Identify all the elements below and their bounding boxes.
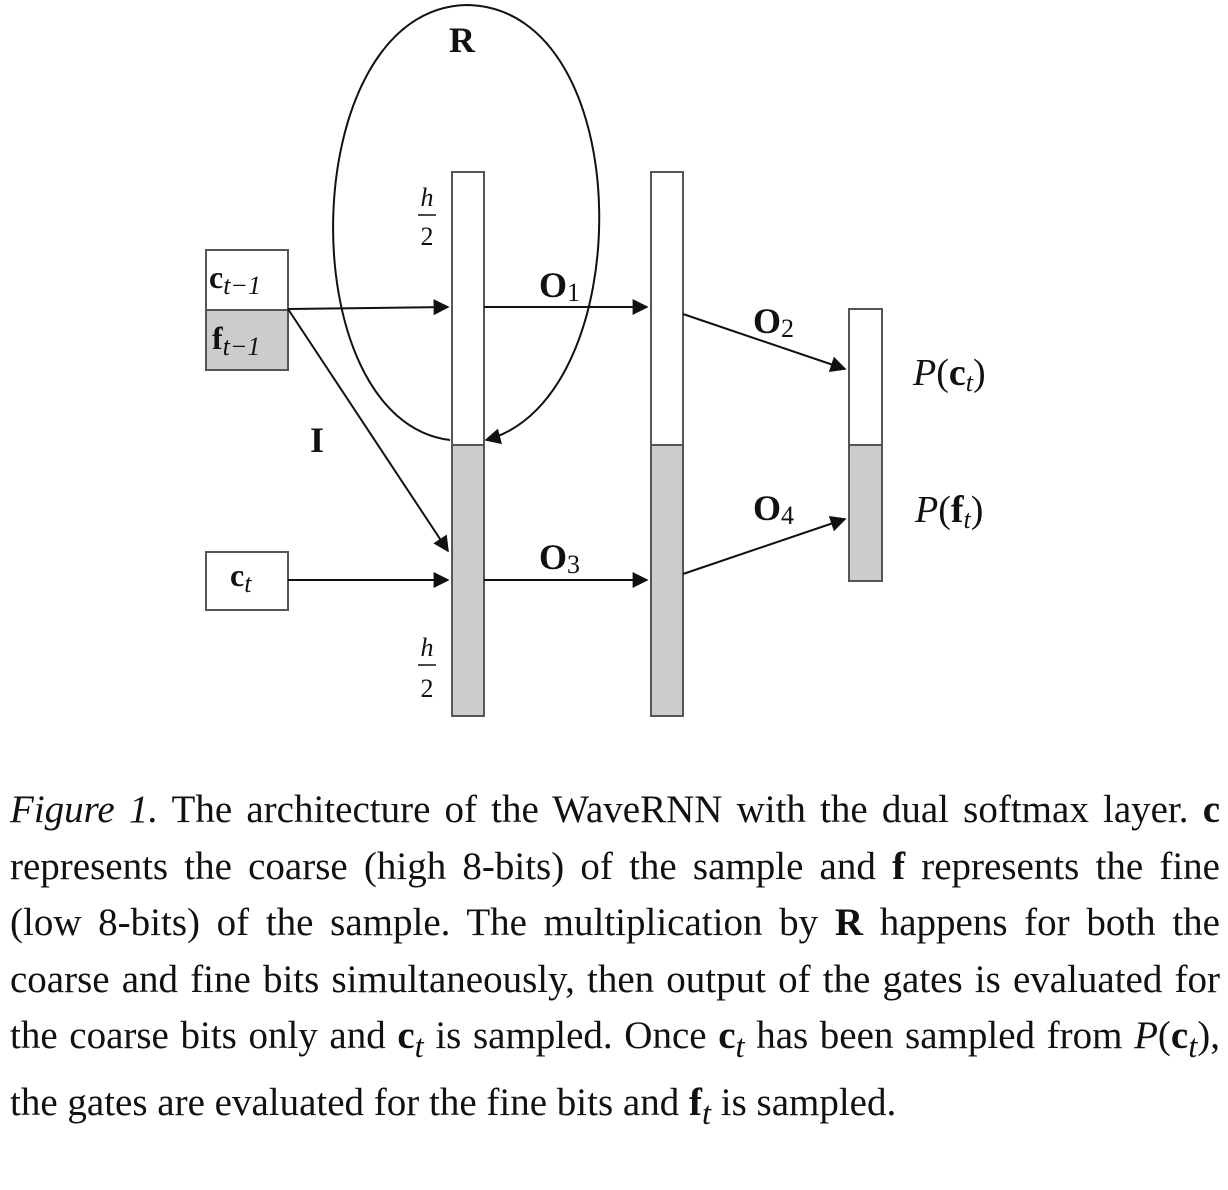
caption-subscript: t [701,1096,711,1133]
caption-paren: ) [1197,1014,1211,1057]
arrow-prev-to-hidden-fine [287,308,449,553]
caption-text: represents the coarse (high 8-bits) of t… [10,844,893,888]
label-h-half-top: h 2 [418,183,436,251]
caption-symbol-ft: f [688,1081,702,1125]
recurrence-loop [332,3,601,445]
label-O3: O3 [539,537,580,579]
f-prev-box [205,309,289,371]
output-fine [848,444,883,582]
caption-symbol-ct: c [397,1014,415,1057]
output-coarse [848,308,883,446]
caption-label: Figure 1. [10,788,159,831]
caption-symbol-R: R [834,901,864,944]
hidden-coarse-half [451,171,485,446]
label-h-half-bottom: h 2 [418,633,436,703]
caption-text: represents the fine (low 8-bits) of the … [10,844,1220,945]
caption-text: The architecture of the WaveRNN with the… [158,788,1203,831]
label-f-prev: ft−1 [212,320,260,361]
label-I: I [310,420,324,460]
caption-text: has been sampled from [744,1014,1135,1057]
hidden-fine-half [451,444,485,717]
wavernn-architecture-diagram: R I O1 O2 O3 O4 ct−1 ft−1 ct h 2 h 2 P(c… [205,3,986,717]
label-O2: O2 [753,301,794,343]
label-O4: O4 [753,488,794,530]
caption-symbol-ct: c [1170,1014,1189,1057]
svg-text:h: h [421,633,434,662]
caption-symbol-P: P [1134,1014,1158,1057]
gate-coarse-half [650,171,684,446]
caption-symbol-c: c [1202,788,1220,831]
arrow-o2 [682,313,847,372]
caption-subscript: t [414,1028,424,1065]
caption-symbol-f: f [892,844,906,888]
label-c-prev: ct−1 [209,259,261,300]
caption-text: , the gates are evaluated for the fine b… [10,1014,1220,1125]
caption-text: is sampled. [711,1081,897,1125]
label-c-current: ct [230,557,252,598]
figure-caption: Figure 1. The architecture of the WaveRN… [10,782,1220,1143]
caption-text: happens for both the coarse and fine bit… [10,901,1220,1057]
label-R: R [449,20,476,60]
svg-text:h: h [421,183,434,212]
caption-text: is sampled. Once [423,1014,719,1057]
svg-text:2: 2 [421,222,434,251]
label-p-fine: P(ft) [914,489,983,534]
caption-subscript: t [735,1028,745,1065]
label-p-coarse: P(ct) [912,352,986,397]
arrow-prev-to-hidden-coarse [287,299,450,316]
caption-symbol-ct: c [718,1014,736,1057]
arrow-o4 [682,516,847,575]
caption-subscript: t [1188,1028,1198,1065]
caption-paren: ( [1157,1014,1171,1057]
svg-text:2: 2 [421,674,434,703]
gate-fine-half [650,444,684,717]
label-O1: O1 [539,265,580,307]
c-current-box [205,551,289,611]
